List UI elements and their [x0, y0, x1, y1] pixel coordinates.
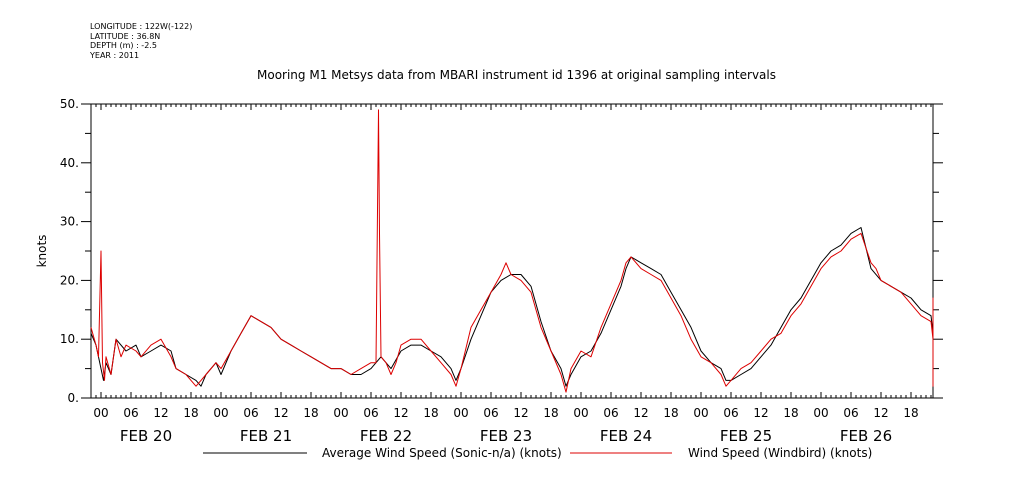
- x-day-label: FEB 24: [600, 427, 652, 445]
- x-tick-label: 12: [393, 406, 408, 420]
- x-day-label: FEB 25: [720, 427, 772, 445]
- legend: Average Wind Speed (Sonic-n/a) (knots) W…: [203, 446, 872, 460]
- x-tick-label: 12: [273, 406, 288, 420]
- x-tick-label: 18: [303, 406, 318, 420]
- meta-year: YEAR : 2011: [90, 50, 140, 60]
- y-axis-label: knots: [35, 235, 49, 268]
- x-day-label: FEB 23: [480, 427, 532, 445]
- x-tick-label: 06: [123, 406, 138, 420]
- x-tick-label: 12: [153, 406, 168, 420]
- y-tick-label: 50.: [60, 97, 79, 111]
- meta-depth: DEPTH (m) : -2.5: [90, 41, 157, 50]
- x-day-label: FEB 21: [240, 427, 292, 445]
- series-windbird-line: [90, 109, 934, 393]
- x-tick-label: 12: [633, 406, 648, 420]
- series-average-wind-line: [90, 227, 934, 387]
- x-day-label: FEB 26: [840, 427, 892, 445]
- x-tick-label: 06: [723, 406, 738, 420]
- x-tick-label: 00: [453, 406, 468, 420]
- x-tick-label: 06: [483, 406, 498, 420]
- data-lines: [90, 109, 934, 393]
- meta-latitude: LATITUDE : 36.8N: [90, 31, 161, 41]
- x-tick-label: 06: [603, 406, 618, 420]
- x-day-label: FEB 20: [120, 427, 172, 445]
- x-tick-label: 06: [843, 406, 858, 420]
- x-tick-label: 06: [363, 406, 378, 420]
- x-day-label: FEB 22: [360, 427, 412, 445]
- y-tick-label: 0.: [68, 391, 79, 405]
- x-tick-label: 12: [513, 406, 528, 420]
- y-tick-label: 40.: [60, 156, 79, 170]
- x-tick-label: 18: [423, 406, 438, 420]
- x-tick-label: 00: [93, 406, 108, 420]
- x-tick-label: 18: [183, 406, 198, 420]
- x-tick-label: 00: [813, 406, 828, 420]
- meta-longitude: LONGITUDE : 122W(-122): [90, 22, 193, 31]
- x-tick-label: 12: [753, 406, 768, 420]
- x-tick-label: 00: [213, 406, 228, 420]
- x-tick-label: 18: [903, 406, 918, 420]
- x-tick-label: 18: [663, 406, 678, 420]
- x-tick-label: 18: [543, 406, 558, 420]
- chart-title: Mooring M1 Metsys data from MBARI instru…: [257, 68, 776, 82]
- x-tick-label: 12: [873, 406, 888, 420]
- x-tick-label: 18: [783, 406, 798, 420]
- axes: 00 06 12 18 00 06 12 18 00 06 12 18 00 06 12 18 00 06 12 18…: [60, 97, 943, 445]
- x-tick-label: 00: [693, 406, 708, 420]
- x-tick-label: 00: [333, 406, 348, 420]
- y-tick-label: 20.: [60, 273, 79, 287]
- legend-label-windbird: Wind Speed (Windbird) (knots): [688, 446, 872, 460]
- plot-frame: [90, 103, 934, 399]
- x-tick-label: 06: [243, 406, 258, 420]
- x-tick-label: 00: [573, 406, 588, 420]
- y-tick-label: 30.: [60, 215, 79, 229]
- y-tick-label: 10.: [60, 332, 79, 346]
- legend-label-average: Average Wind Speed (Sonic-n/a) (knots): [322, 446, 562, 460]
- metadata-block: LONGITUDE : 122W(-122) LATITUDE : 36.8N …: [90, 22, 192, 60]
